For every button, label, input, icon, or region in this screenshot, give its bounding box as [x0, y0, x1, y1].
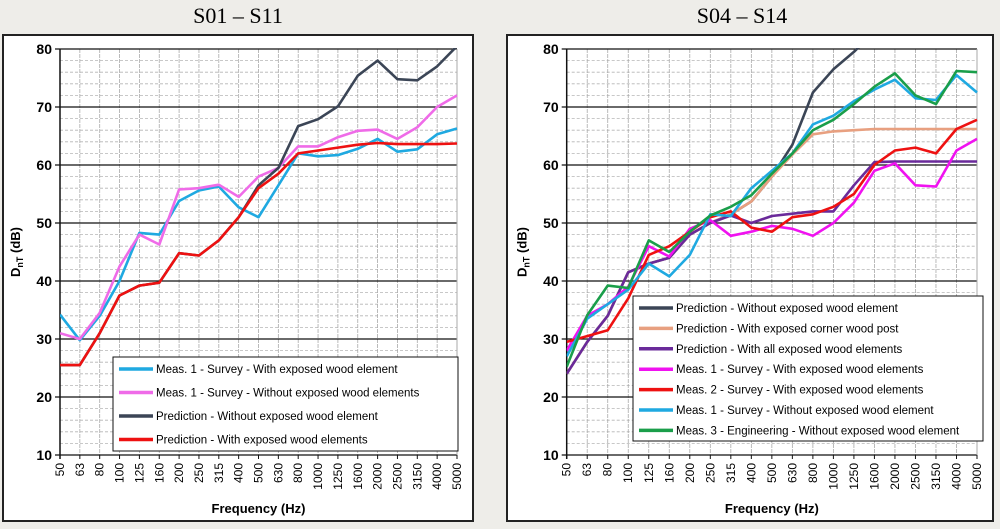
- y-axis-label: DnT (dB): [515, 227, 532, 277]
- x-tick-label: 400: [744, 463, 758, 483]
- chart-1: 10 20 30 40 50 60 70 80 50 63 80 100 125 160 200 250 315…: [506, 34, 994, 522]
- x-tick-label: 5000: [970, 463, 984, 490]
- y-axis-label-sub: nT: [15, 256, 25, 267]
- series-line-6: [566, 69, 978, 368]
- x-tick-label: 125: [642, 463, 656, 483]
- series-lines: [566, 48, 978, 375]
- y-tick-label: 30: [543, 331, 559, 347]
- legend-label: Meas. 1 - Survey - Without exposed wood …: [676, 405, 934, 417]
- y-tick-label: 40: [36, 273, 52, 289]
- y-axis-label-unit: (dB): [515, 227, 530, 257]
- legend-label: Meas. 1 - Survey - With exposed wood ele…: [156, 364, 398, 376]
- x-tick-label: 125: [132, 463, 146, 483]
- x-tick-label: 1250: [331, 463, 345, 490]
- x-tick-label: 2500: [390, 463, 404, 490]
- legend-label: Prediction - Without exposed wood elemen…: [676, 303, 899, 315]
- x-tick-label: 250: [703, 463, 717, 483]
- legend-label: Meas. 2 - Survey - With exposed wood ele…: [676, 385, 924, 397]
- x-tick-label: 100: [621, 463, 635, 483]
- x-tick-label: 315: [212, 463, 226, 483]
- x-tick-label: 500: [765, 463, 779, 483]
- x-axis-label: Frequency (Hz): [212, 501, 306, 516]
- x-axis-label: Frequency (Hz): [725, 501, 819, 516]
- x-tick-label: 3150: [929, 463, 943, 490]
- x-tick-label: 50: [560, 463, 574, 477]
- y-tick-label: 10: [36, 447, 52, 463]
- x-tick-label: 1250: [847, 463, 861, 490]
- y-tick-label: 70: [543, 99, 559, 115]
- x-tick-label: 400: [232, 463, 246, 483]
- series-line-0: [60, 127, 458, 342]
- y-axis-label: DnT (dB): [8, 227, 25, 277]
- legend-label: Prediction - With all exposed wood eleme…: [676, 344, 903, 356]
- legend-box: [632, 295, 984, 442]
- x-tick-label: 80: [93, 463, 107, 477]
- x-tick-label: 200: [683, 463, 697, 483]
- x-tick-label: 500: [252, 463, 266, 483]
- y-tick-label: 50: [36, 215, 52, 231]
- legend-label: Prediction - With exposed corner wood po…: [676, 323, 899, 335]
- legend-label: Prediction - With exposed wood elements: [156, 435, 368, 447]
- x-tick-label: 160: [152, 463, 166, 483]
- x-tick-label: 1600: [351, 463, 365, 490]
- y-tick-label: 80: [543, 41, 559, 57]
- x-tick-label: 63: [73, 463, 87, 477]
- y-tick-label: 60: [543, 157, 559, 173]
- x-tick-label: 2500: [908, 463, 922, 490]
- series-line-3: [60, 141, 458, 367]
- chart-0: 10 20 30 40 50 60 70 80 50 63 80 100 125 160 200 250 315…: [2, 34, 474, 522]
- x-tick-label: 2000: [371, 463, 385, 490]
- x-tick-label: 100: [113, 463, 127, 483]
- chart-title-left: S01 – S11: [193, 3, 283, 28]
- x-tick-label: 630: [271, 463, 285, 483]
- chart-title-right: S04 – S14: [696, 3, 788, 28]
- y-axis-label-unit: (dB): [8, 227, 23, 257]
- legend-label: Meas. 3 - Engineering - Without exposed …: [676, 425, 960, 437]
- y-tick-label: 20: [36, 389, 52, 405]
- x-tick-label: 5000: [450, 463, 464, 490]
- x-tick-label: 4000: [949, 463, 963, 490]
- y-tick-label: 70: [36, 99, 52, 115]
- x-tick-label: 1600: [867, 463, 881, 490]
- y-axis-label-sub: nT: [522, 256, 532, 267]
- y-tick-label: 30: [36, 331, 52, 347]
- y-tick-label: 20: [543, 389, 559, 405]
- series-line-1: [60, 94, 458, 341]
- x-tick-label: 800: [806, 463, 820, 483]
- y-tick-label: 60: [36, 157, 52, 173]
- series-line-5: [566, 73, 978, 358]
- y-tick-label: 50: [543, 215, 559, 231]
- x-tick-label: 50: [53, 463, 67, 477]
- x-tick-label: 630: [785, 463, 799, 483]
- x-tick-label: 160: [662, 463, 676, 483]
- series-lines: [60, 48, 458, 367]
- legend-label: Prediction - Without exposed wood elemen…: [156, 411, 379, 423]
- y-axis-label-main: D: [515, 268, 530, 277]
- y-tick-label: 40: [543, 273, 559, 289]
- y-tick-label: 10: [543, 447, 559, 463]
- x-tick-label: 200: [172, 463, 186, 483]
- x-tick-label: 2000: [888, 463, 902, 490]
- x-tick-label: 4000: [430, 463, 444, 490]
- x-tick-label: 63: [580, 463, 594, 477]
- chart-frame: [506, 34, 994, 522]
- series-line-4: [566, 118, 978, 344]
- legend-label: Meas. 1 - Survey - With exposed wood ele…: [676, 364, 924, 376]
- x-tick-label: 800: [291, 463, 305, 483]
- x-tick-label: 1000: [311, 463, 325, 490]
- x-tick-label: 80: [601, 463, 615, 477]
- x-tick-label: 1000: [826, 463, 840, 490]
- y-tick-label: 80: [36, 41, 52, 57]
- legend-label: Meas. 1 - Survey - Without exposed wood …: [156, 388, 420, 400]
- x-tick-label: 315: [724, 463, 738, 483]
- x-tick-label: 250: [192, 463, 206, 483]
- y-axis-label-main: D: [8, 268, 23, 277]
- legend-box: [112, 356, 459, 452]
- x-tick-label: 3150: [410, 463, 424, 490]
